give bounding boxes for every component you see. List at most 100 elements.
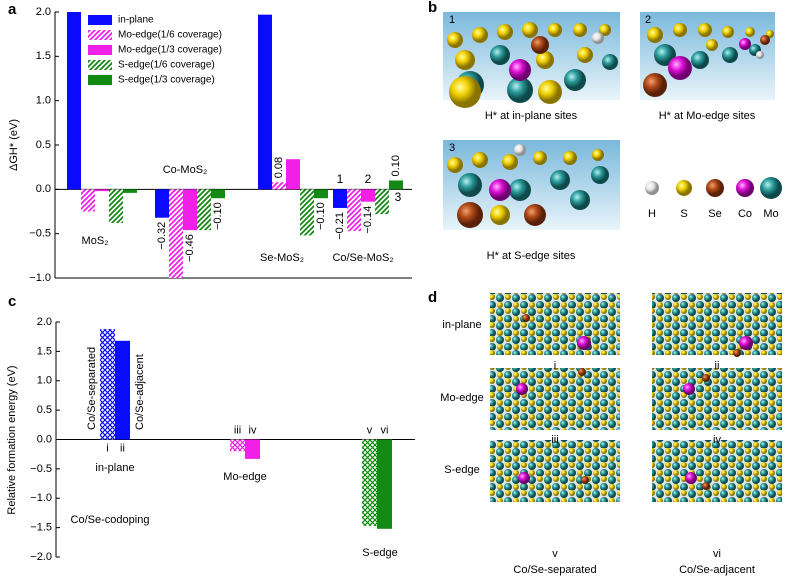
legend-swatch bbox=[88, 15, 112, 25]
legend-swatch bbox=[88, 60, 112, 70]
bar bbox=[347, 189, 361, 232]
legend-label: Mo-edge(1/6 coverage) bbox=[118, 30, 222, 41]
y-tick-label: 1.5 bbox=[37, 345, 52, 357]
value-label: −0.21 bbox=[334, 212, 346, 240]
atom-icon bbox=[645, 181, 659, 195]
legend-label: S-edge(1/3 coverage) bbox=[118, 75, 215, 86]
image-label: v bbox=[552, 548, 558, 560]
y-tick-label: −0.5 bbox=[29, 228, 51, 240]
bar bbox=[169, 189, 183, 278]
structure-image: 2 bbox=[640, 12, 775, 100]
value-label: −0.10 bbox=[315, 202, 327, 230]
bar-annotation: Co/Se-separated bbox=[86, 347, 98, 430]
image-label: iv bbox=[713, 434, 721, 446]
value-label: −0.14 bbox=[362, 206, 374, 234]
panel-label: c bbox=[8, 293, 16, 310]
value-label: −0.10 bbox=[212, 202, 224, 230]
image-caption: H* at in-plane sites bbox=[485, 110, 578, 122]
legend-swatch bbox=[88, 75, 112, 85]
row-label: S-edge bbox=[444, 464, 479, 476]
bar bbox=[197, 189, 211, 231]
annotation: 2 bbox=[365, 172, 372, 186]
bar bbox=[272, 182, 286, 190]
y-tick-label: 2.0 bbox=[37, 316, 52, 328]
bar bbox=[375, 189, 389, 215]
group-label: in-plane bbox=[95, 462, 134, 474]
bar bbox=[211, 189, 225, 199]
structure-image bbox=[652, 440, 782, 502]
bar bbox=[362, 439, 377, 526]
x-tick-label: vi bbox=[381, 424, 389, 436]
atom-label: S bbox=[680, 208, 687, 220]
structure-image bbox=[490, 368, 620, 430]
bar bbox=[230, 439, 245, 452]
bar bbox=[67, 12, 81, 190]
y-tick-label: −0.5 bbox=[30, 463, 52, 475]
bar bbox=[300, 189, 314, 236]
panel-label: b bbox=[428, 0, 437, 16]
image-label: iii bbox=[551, 434, 558, 446]
bar bbox=[286, 159, 300, 190]
image-caption: H* at S-edge sites bbox=[487, 250, 576, 262]
x-tick-label: ii bbox=[120, 442, 125, 454]
y-tick-label: −1.0 bbox=[29, 272, 51, 284]
y-tick-label: 0.0 bbox=[37, 433, 52, 445]
column-label: Co/Se-adjacent bbox=[679, 564, 755, 576]
bar bbox=[245, 439, 260, 459]
image-label: vi bbox=[713, 548, 721, 560]
structure-image bbox=[652, 368, 782, 430]
bar bbox=[115, 340, 130, 440]
bar bbox=[183, 189, 197, 231]
bar bbox=[314, 189, 328, 199]
atom-label: Se bbox=[708, 208, 721, 220]
legend-swatch bbox=[88, 45, 112, 55]
column-label: Co/Se-separated bbox=[513, 564, 596, 576]
note: Co/Se-codoping bbox=[71, 514, 150, 526]
value-label: −0.32 bbox=[156, 222, 168, 250]
image-number: 3 bbox=[449, 142, 455, 154]
panel-d: in-plane Mo-edge S-edge i ii iii iv v vi… bbox=[440, 293, 782, 576]
structure-image: 3 bbox=[443, 140, 620, 230]
atom-icon bbox=[706, 179, 724, 197]
y-tick-label: 0.5 bbox=[37, 404, 52, 416]
bar bbox=[389, 180, 403, 190]
category-label: MoS₂ bbox=[82, 235, 109, 247]
x-tick-label: iii bbox=[234, 424, 241, 436]
y-axis-label: ΔGH* (eV) bbox=[8, 119, 20, 171]
bar bbox=[155, 189, 169, 218]
bar bbox=[109, 189, 123, 224]
structure-image bbox=[490, 293, 620, 355]
atom-icon bbox=[676, 180, 692, 196]
y-tick-label: 2.0 bbox=[36, 6, 51, 18]
y-tick-label: 1.0 bbox=[37, 375, 52, 387]
y-tick-label: −1.5 bbox=[30, 522, 52, 534]
y-tick-label: 0.0 bbox=[36, 183, 51, 195]
row-label: Mo-edge bbox=[440, 392, 483, 404]
bar bbox=[258, 14, 272, 190]
legend-label: in-plane bbox=[118, 15, 154, 26]
x-tick-label: iv bbox=[249, 424, 257, 436]
y-tick-label: 1.0 bbox=[36, 95, 51, 107]
bar bbox=[100, 329, 115, 440]
category-label: Co/Se-MoS₂ bbox=[332, 252, 393, 264]
image-number: 2 bbox=[645, 14, 651, 26]
image-label: ii bbox=[715, 360, 720, 372]
atom-icon bbox=[760, 177, 782, 199]
structure-image bbox=[490, 440, 620, 502]
structure-image: 1 bbox=[443, 12, 620, 108]
bar bbox=[123, 189, 137, 193]
legend-label: Mo-edge(1/3 coverage) bbox=[118, 45, 222, 56]
y-tick-label: 1.5 bbox=[36, 50, 51, 62]
bar bbox=[333, 189, 347, 208]
atom-label: Co bbox=[738, 208, 752, 220]
bar bbox=[95, 189, 109, 192]
image-caption: H* at Mo-edge sites bbox=[659, 110, 756, 122]
bar bbox=[361, 189, 375, 202]
y-tick-label: −1.0 bbox=[30, 492, 52, 504]
y-tick-label: 0.5 bbox=[36, 139, 51, 151]
image-number: 1 bbox=[449, 14, 455, 26]
atom-label: H bbox=[648, 208, 656, 220]
annotation: 3 bbox=[395, 190, 402, 204]
group-label: Mo-edge bbox=[223, 471, 266, 483]
